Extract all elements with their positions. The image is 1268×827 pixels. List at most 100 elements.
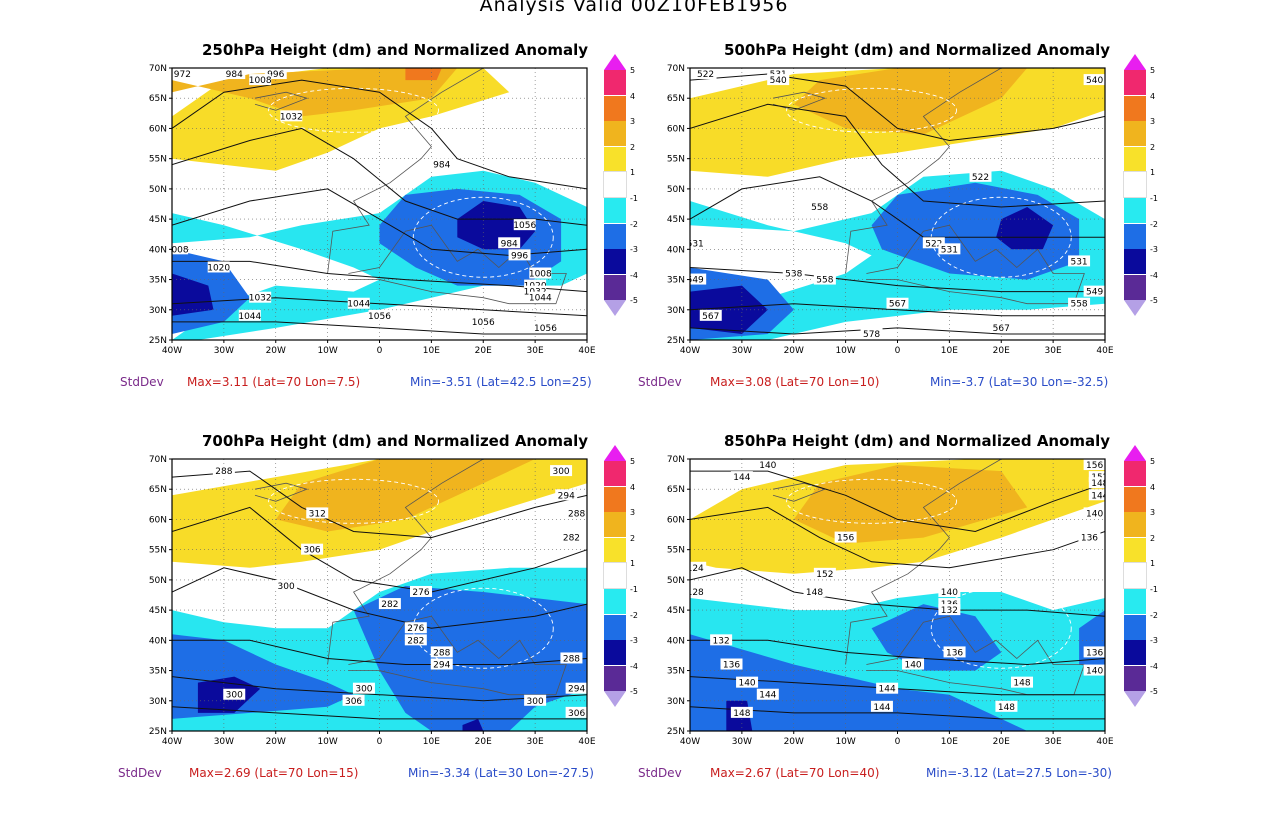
contour-label: 156 [1086, 461, 1103, 471]
contour-label-bg [223, 688, 246, 700]
contour-label-bg [410, 585, 432, 597]
contour-label-bg [1088, 477, 1105, 489]
coastline [327, 459, 484, 665]
map-panel-500hpa: 500hPa Height (dm) and Normalized Anomal… [638, 41, 1268, 436]
panel-title: 250hPa Height (dm) and Normalized Anomal… [202, 41, 589, 59]
colorbar-level-label: 2 [1150, 533, 1156, 543]
colorbar-level-label: -2 [630, 610, 638, 620]
contour-label: 1044 [238, 312, 261, 322]
contour-label: 144 [733, 473, 750, 483]
lon-tick-label: 10W [317, 346, 337, 354]
colorbar-swatch [604, 95, 626, 121]
lat-tick-label: 70N [149, 455, 167, 465]
colorbar-swatch [1124, 486, 1146, 512]
anomaly-contour [930, 587, 1072, 669]
lon-tick-label: 10W [835, 737, 855, 745]
colorbar-swatch [604, 589, 626, 614]
lon-tick-label: 10E [941, 346, 958, 354]
anomaly-fields: 972 984 9961008103298410081020103210441044… [172, 68, 587, 340]
colorbar-swatch [1124, 537, 1146, 563]
contour-label-bg [1083, 646, 1105, 658]
map-panel-250hpa: 250hPa Height (dm) and Normalized Anomal… [120, 41, 760, 436]
colorbar-swatch [1123, 171, 1147, 199]
contour-label: 282 [381, 600, 398, 610]
panel-title: 850hPa Height (dm) and Normalized Anomal… [724, 432, 1111, 450]
height-contour [690, 639, 1105, 666]
contour-label: 1008 [249, 76, 272, 86]
contour-label-bg [430, 658, 453, 670]
contour-label-bg [1068, 297, 1091, 309]
contour-label-bg [508, 249, 531, 261]
contour-label-bg [730, 706, 753, 718]
colorbar-swatch [1124, 198, 1146, 223]
anomaly-region [793, 68, 1028, 135]
anomaly-contour [412, 196, 554, 278]
contour-label: 276 [412, 588, 429, 598]
contour-label: 148 [806, 588, 823, 598]
contour-label-bg [524, 694, 547, 706]
height-contour [172, 506, 587, 593]
contour-label: 1056 [472, 318, 495, 328]
max-stat: Max=3.11 (Lat=70 Lon=7.5) [187, 375, 361, 389]
lon-tick-label: 40E [578, 737, 595, 745]
colorbar-level-label: -2 [1150, 610, 1158, 620]
coastline [348, 615, 567, 696]
colorbar-swatch [1124, 589, 1146, 614]
min-stat: Min=-3.34 (Lat=30 Lon=-27.5) [408, 766, 594, 780]
contour-label-bg [378, 598, 401, 610]
colorbar-bottom-arrow [1124, 691, 1146, 708]
contour-label-bg [347, 297, 370, 309]
lon-tick-label: 40W [162, 737, 182, 745]
colorbar-top-arrow [604, 445, 626, 461]
colorbar-level-label: 4 [630, 482, 636, 492]
colorbar-swatch [1124, 249, 1146, 275]
contour-label-bg [1068, 255, 1091, 267]
stddev-label: StdDev [118, 766, 162, 780]
map-panel-850hpa: 850hPa Height (dm) and Normalized Anomal… [638, 432, 1268, 827]
height-contour [172, 639, 587, 665]
coastline [866, 224, 1085, 305]
colorbar-top-arrow [604, 54, 626, 70]
colorbar-swatch [604, 665, 626, 691]
contour-label: 522 [972, 173, 989, 183]
anomaly-region [457, 201, 536, 250]
colorbar-level-label: 5 [630, 457, 636, 466]
contour-label: 558 [1070, 300, 1087, 310]
colorbar-swatch [604, 537, 626, 563]
max-stat: Max=2.69 (Lat=70 Lon=15) [189, 766, 359, 780]
colorbar-level-label: -5 [630, 687, 638, 697]
colorbar-level-label: 2 [1150, 142, 1156, 152]
lat-tick-label: 45N [149, 606, 167, 616]
contour-label: 540 [1086, 76, 1103, 86]
lon-tick-label: 0 [895, 737, 901, 745]
panel-title: 700hPa Height (dm) and Normalized Anomal… [202, 432, 589, 450]
contour-label-bg [249, 74, 272, 86]
contour-label: 540 [770, 76, 787, 86]
contour-label: 1056 [513, 221, 536, 231]
lon-tick-label: 10E [941, 737, 958, 745]
map-panel-700hpa: 700hPa Height (dm) and Normalized Anomal… [118, 432, 758, 827]
contour-label: 148 [1013, 679, 1030, 689]
colorbar-level-label: -3 [1150, 245, 1158, 255]
contour-label-bg [782, 267, 805, 279]
contour-label-bg [1088, 471, 1105, 483]
lat-tick-label: 55N [667, 155, 685, 165]
colorbar-swatch [1124, 640, 1146, 666]
contour-label-bg [1083, 507, 1105, 519]
lat-tick-label: 45N [667, 215, 685, 225]
lon-tick-label: 30E [527, 346, 544, 354]
anomaly-region [871, 182, 1080, 280]
anomaly-region [172, 273, 214, 316]
contour-label-bg [943, 646, 966, 658]
contour-label: 144 [1091, 491, 1108, 501]
lat-tick-label: 30N [149, 697, 167, 707]
contour-label: 148 [1091, 479, 1108, 489]
contour-label: 567 [993, 324, 1010, 334]
contour-label-bg [938, 243, 961, 255]
contour-label: 136 [1081, 534, 1098, 544]
colorbar-swatch [1124, 95, 1146, 121]
anomaly-contour [786, 478, 958, 524]
lat-tick-label: 30N [149, 306, 167, 316]
colorbar-level-label: -4 [1150, 270, 1158, 280]
contour-label-bg [803, 585, 826, 597]
